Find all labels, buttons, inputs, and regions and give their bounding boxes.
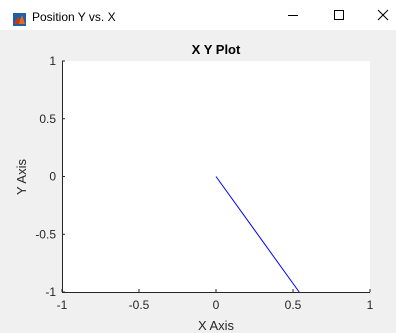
y-tick-label: -0.5 (35, 227, 56, 241)
x-axis-label: X Axis (198, 318, 235, 333)
x-tick-label: 0 (213, 298, 220, 312)
plot-area: -1 -0.5 0 0.5 1 1 0.5 0 -0.5 -1 X Y Plot X Axis Y… (0, 30, 396, 333)
series-line (215, 176, 300, 293)
y-tick-label: 0 (49, 170, 56, 184)
x-tick-label: -0.5 (129, 298, 150, 312)
matlab-figure-icon (13, 13, 26, 26)
y-tick-label: 1 (49, 54, 56, 68)
minimize-button[interactable] (270, 0, 316, 30)
close-button[interactable] (360, 0, 396, 30)
maximize-button[interactable] (316, 0, 362, 30)
y-tick-label: 0.5 (39, 112, 56, 126)
x-tick-label: 0.5 (285, 298, 302, 312)
minimize-icon (288, 15, 298, 16)
title-bar[interactable]: Position Y vs. X (0, 0, 396, 30)
y-tick-label: -1 (45, 285, 56, 299)
close-icon (377, 9, 389, 21)
chart-title: X Y Plot (192, 42, 241, 57)
xy-plot: -1 -0.5 0 0.5 1 1 0.5 0 -0.5 -1 X Y Plot X Axis Y… (14, 42, 374, 333)
x-tick-label: 1 (367, 298, 374, 312)
maximize-icon (334, 10, 344, 20)
x-tick-label: -1 (57, 298, 68, 312)
window-title: Position Y vs. X (32, 10, 116, 24)
y-axis-label: Y Axis (14, 159, 29, 195)
